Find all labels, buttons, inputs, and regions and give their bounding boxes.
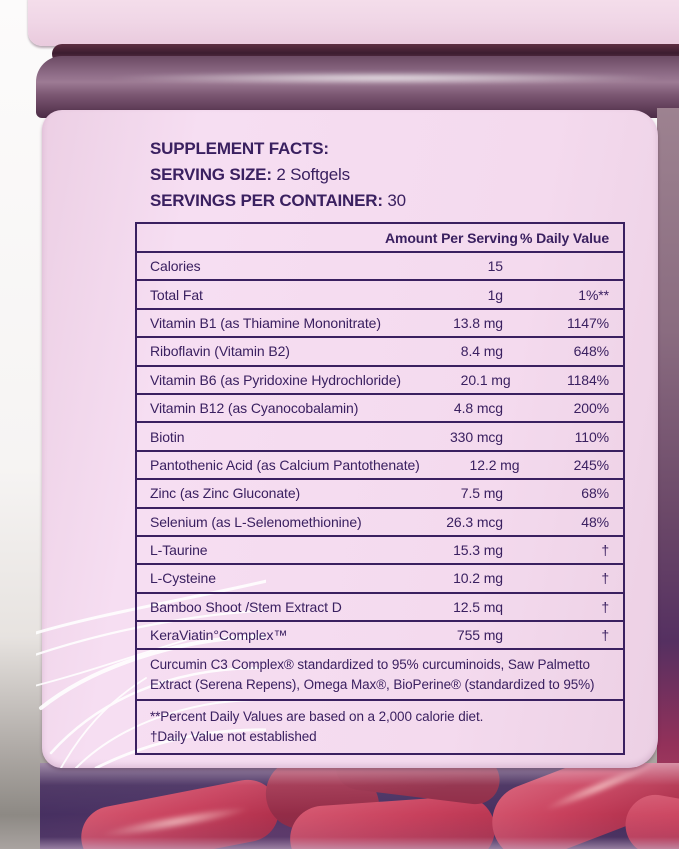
nutrient-amount: 13.8 mg — [453, 314, 503, 331]
nutrient-name: Vitamin B1 (as Thiamine Mononitrate) — [150, 314, 381, 331]
table-row: L-Cysteine 10.2 mg † — [137, 565, 623, 594]
bottle-shoulder — [36, 56, 679, 118]
supplement-facts-title: SUPPLEMENT FACTS: — [150, 139, 329, 158]
footnotes: **Percent Daily Values are based on a 2,… — [137, 701, 623, 753]
nutrient-amount: 12.5 mq — [453, 598, 503, 615]
nutrient-name: L-Taurine — [150, 542, 208, 559]
nutrient-amount: 15.3 mg — [453, 542, 503, 559]
nutrient-name: Total Fat — [150, 286, 203, 303]
nutrient-daily-value: 245% — [573, 456, 610, 473]
nutrient-amount: 20.1 mg — [460, 371, 511, 388]
nutrient-amount: 8.4 mg — [460, 343, 503, 360]
nutrient-daily-value: 1147% — [566, 314, 609, 331]
nutrient-amount: 755 mg — [456, 627, 503, 644]
nutrient-amount: 15 — [487, 258, 503, 275]
nutrient-name: Riboflavin (Vitamin B2) — [150, 343, 290, 360]
nutrient-daily-value: 1%** — [578, 286, 609, 303]
daily-value-column-header: % Daily Value — [520, 229, 609, 246]
table-row: Total Fat 1g 1%** — [137, 281, 623, 310]
supplement-facts-table: Amount Per Serving % Daily Value Calorie… — [135, 222, 625, 756]
table-row: Biotin 330 mcg 110% — [137, 423, 623, 452]
nutrient-name: Calories — [150, 258, 201, 275]
table-row: Calories 15 — [137, 253, 623, 282]
bottle-cap — [28, 0, 679, 46]
table-row: Riboflavin (Vitamin B2) 8.4 mg 648% — [137, 338, 623, 367]
nutrient-amount: 10.2 mg — [453, 570, 503, 587]
nutrient-amount: 4.8 mcg — [453, 400, 503, 417]
nutrient-amount: 1g — [487, 286, 503, 303]
table-row: Pantothenic Acid (as Calcium Pantothenat… — [137, 452, 623, 481]
nutrient-daily-value: 200% — [573, 400, 610, 417]
ingredients-note: Curcumin C3 Complex® standardized to 95%… — [137, 650, 623, 702]
nutrient-name: L-Cysteine — [150, 570, 216, 587]
nutrient-daily-value: 648% — [573, 343, 610, 360]
nutrient-name: KeraViatin°Complex™ — [150, 627, 288, 644]
table-row: Selenium (as L-Selenomethionine) 26.3 mc… — [137, 509, 623, 537]
table-row: Bamboo Shoot /Stem Extract D 12.5 mq † — [137, 594, 623, 623]
nutrient-daily-value: 1184% — [566, 371, 609, 388]
servings-per-container-line: SERVINGS PER CONTAINER: 30 — [150, 191, 406, 210]
nutrient-amount: 26.3 mcg — [446, 513, 503, 530]
percent-daily-value-footnote: **Percent Daily Values are based on a 2,… — [150, 709, 484, 725]
amount-column-header: Amount Per Serving — [385, 229, 518, 246]
nutrient-name: Zinc (as Zinc Gluconate) — [150, 485, 301, 502]
nutrient-name: Pantothenic Acid (as Calcium Pantothenat… — [150, 456, 420, 473]
nutrient-daily-value: 68% — [581, 485, 609, 502]
shoulder-highlight — [106, 72, 666, 84]
daily-value-not-established-footnote: †Daily Value not established — [150, 729, 317, 745]
nutrient-daily-value: † — [601, 542, 609, 559]
nutrient-amount: 12.2 mg — [469, 456, 520, 473]
table-row: Vitamin B12 (as Cyanocobalamin) 4.8 mcg … — [137, 395, 623, 424]
serving-size-line: SERVING SIZE: 2 Softgels — [150, 165, 350, 184]
nutrient-name: Selenium (as L-Selenomethionine) — [150, 513, 362, 530]
nutrient-daily-value: 48% — [581, 513, 609, 530]
bottle-reflection-haze — [40, 763, 679, 849]
label-header: SUPPLEMENT FACTS: SERVING SIZE: 2 Softge… — [150, 136, 406, 214]
table-row: KeraViatin°Complex™ 755 mg † — [137, 622, 623, 651]
nutrient-name: Vitamin B6 (as Pyridoxine Hydrochloride) — [150, 371, 401, 388]
nutrient-daily-value: † — [601, 598, 609, 615]
table-row: Vitamin B6 (as Pyridoxine Hydrochloride)… — [137, 367, 623, 395]
nutrient-amount: 7.5 mg — [460, 485, 503, 502]
nutrient-name: Bamboo Shoot /Stem Extract D — [150, 598, 342, 615]
facts-table-body: Calories 15 Total Fat 1g 1%** Vitamin B1… — [137, 253, 623, 651]
nutrient-name: Biotin — [150, 428, 185, 445]
nutrient-amount: 330 mcg — [450, 428, 503, 445]
table-row: L-Taurine 15.3 mg † — [137, 537, 623, 566]
bottle-body-edge — [657, 108, 679, 849]
table-header-row: Amount Per Serving % Daily Value — [137, 224, 623, 253]
nutrient-daily-value: † — [601, 627, 609, 644]
nutrient-daily-value: 110% — [574, 428, 609, 445]
table-row: Zinc (as Zinc Gluconate) 7.5 mg 68% — [137, 480, 623, 509]
supplement-label: SUPPLEMENT FACTS: SERVING SIZE: 2 Softge… — [36, 110, 658, 768]
softgels-through-bottle — [40, 763, 679, 849]
nutrient-name: Vitamin B12 (as Cyanocobalamin) — [150, 400, 359, 417]
nutrient-daily-value: † — [601, 570, 609, 587]
table-row: Vitamin B1 (as Thiamine Mononitrate) 13.… — [137, 310, 623, 339]
